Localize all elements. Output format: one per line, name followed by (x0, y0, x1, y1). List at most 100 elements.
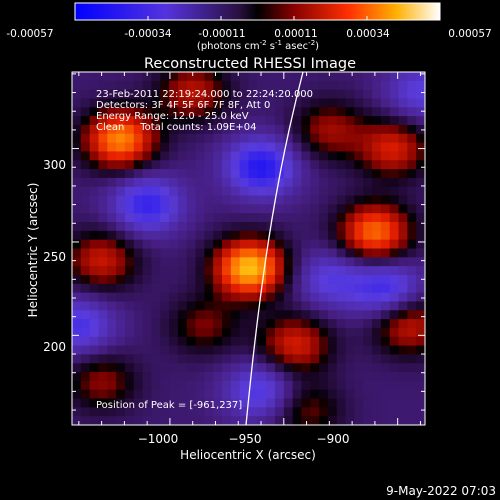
heatmap-pixel (72, 142, 82, 152)
heatmap-pixel (142, 257, 152, 267)
heatmap-pixel (319, 345, 329, 355)
heatmap-pixel (345, 186, 355, 196)
heatmap-pixel (257, 230, 267, 241)
heatmap-pixel (354, 98, 364, 108)
heatmap-pixel (133, 416, 143, 425)
heatmap-pixel (283, 177, 294, 188)
heatmap-pixel (301, 257, 311, 267)
heatmap-pixel (169, 80, 179, 91)
heatmap-pixel (319, 124, 329, 135)
heatmap-pixel (336, 354, 346, 364)
heatmap-pixel (177, 142, 188, 152)
heatmap-pixel (345, 248, 355, 258)
heatmap-pixel (345, 283, 355, 294)
heatmap-pixel (310, 310, 320, 320)
heatmap-pixel (416, 283, 425, 294)
heatmap-pixel (186, 195, 196, 205)
heatmap-pixel (354, 266, 364, 276)
heatmap-pixel (257, 266, 267, 276)
heatmap-pixel (301, 89, 311, 99)
heatmap-pixel (124, 319, 135, 329)
heatmap-pixel (389, 380, 399, 391)
heatmap-pixel (239, 274, 249, 285)
heatmap-pixel (372, 319, 382, 329)
heatmap-pixel (195, 124, 205, 135)
heatmap-pixel (407, 345, 417, 355)
y-tick-label: 200 (43, 340, 66, 354)
heatmap-pixel (274, 345, 285, 355)
heatmap-pixel (266, 213, 276, 223)
heatmap-pixel (186, 336, 196, 346)
heatmap-pixel (72, 204, 82, 214)
heatmap-pixel (80, 292, 91, 302)
heatmap-pixel (266, 407, 276, 417)
heatmap-pixel (230, 363, 241, 373)
heatmap-pixel (398, 345, 408, 355)
heatmap-pixel (398, 177, 408, 188)
heatmap-pixel (407, 363, 417, 373)
heatmap-pixel (177, 204, 188, 214)
heatmap-pixel (283, 345, 294, 355)
heatmap-pixel (283, 274, 294, 285)
heatmap-pixel (345, 398, 355, 408)
heatmap-pixel (204, 124, 214, 135)
heatmap-pixel (274, 107, 285, 117)
heatmap-pixel (301, 142, 311, 152)
heatmap-pixel (177, 213, 188, 223)
heatmap-pixel (319, 416, 329, 425)
heatmap-pixel (310, 257, 320, 267)
heatmap-pixel (266, 107, 276, 117)
heatmap-pixel (336, 274, 346, 285)
heatmap-pixel (80, 372, 91, 382)
heatmap-pixel (204, 89, 214, 99)
heatmap-pixel (169, 204, 179, 214)
heatmap-pixel (169, 363, 179, 373)
heatmap-pixel (336, 213, 346, 223)
heatmap-pixel (151, 301, 161, 311)
heatmap-pixel (160, 327, 170, 338)
heatmap-pixel (327, 213, 338, 223)
heatmap-pixel (266, 160, 276, 170)
heatmap-pixel (363, 213, 373, 223)
heatmap-pixel (186, 222, 196, 232)
heatmap-pixel (354, 239, 364, 249)
heatmap-pixel (80, 398, 91, 408)
heatmap-pixel (98, 98, 108, 108)
heatmap-pixel (133, 80, 143, 91)
heatmap-pixel (160, 230, 170, 241)
heatmap-pixel (80, 336, 91, 346)
heatmap-pixel (266, 416, 276, 425)
heatmap-pixel (204, 186, 214, 196)
heatmap-pixel (142, 116, 152, 126)
heatmap-pixel (142, 142, 152, 152)
heatmap-pixel (204, 72, 214, 82)
heatmap-pixel (416, 336, 425, 346)
heatmap-pixel (98, 389, 108, 399)
heatmap-pixel (230, 213, 241, 223)
heatmap-pixel (72, 116, 82, 126)
heatmap-pixel (257, 80, 267, 91)
heatmap-pixel (230, 160, 241, 170)
heatmap-pixel (133, 363, 143, 373)
heatmap-pixel (248, 186, 258, 196)
heatmap-pixel (266, 398, 276, 408)
heatmap-pixel (283, 354, 294, 364)
heatmap-pixel (186, 133, 196, 143)
heatmap-pixel (222, 151, 232, 161)
heatmap-pixel (274, 389, 285, 399)
heatmap-pixel (177, 310, 188, 320)
heatmap-pixel (160, 372, 170, 382)
heatmap-pixel (151, 345, 161, 355)
heatmap-pixel (310, 124, 320, 135)
heatmap-pixel (160, 80, 170, 91)
heatmap-pixel (283, 107, 294, 117)
heatmap-pixel (213, 274, 223, 285)
heatmap-pixel (204, 107, 214, 117)
heatmap-pixel (222, 230, 232, 241)
heatmap-pixel (239, 186, 249, 196)
heatmap-pixel (160, 133, 170, 143)
heatmap-pixel (372, 283, 382, 294)
heatmap-pixel (398, 363, 408, 373)
heatmap-pixel (222, 310, 232, 320)
heatmap-pixel (398, 116, 408, 126)
